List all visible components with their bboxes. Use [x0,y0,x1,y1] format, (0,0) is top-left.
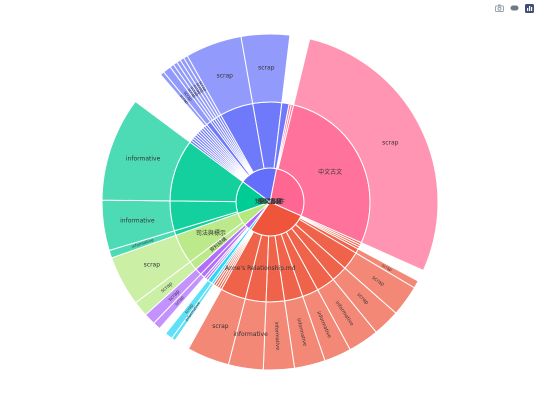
sector-label-5: 知識型文件 [255,198,285,206]
leaf-label-2-1-0: scrap [183,302,194,314]
segment-label-0-2: 中文古文 [318,168,342,176]
leaf-6-17-0[interactable] [240,33,291,105]
leaf-1-11-0[interactable] [187,288,246,366]
leaf-label-5-1-0: informative [120,217,155,224]
sector-label-0: 中文古文 [258,198,282,206]
segment-6-18[interactable] [273,102,290,170]
leaf-5-2-0[interactable] [101,100,191,202]
leaf-label-5-2-0: informative [126,156,161,163]
leaf-label-1-3-0: scrap [381,262,393,272]
segment-labels: 中文古文中文古文scrap英文書籍scrapscrapscrapinformat… [120,65,399,351]
sector-label-1: 英文書籍 [258,198,282,206]
leaf-label-6-11-0: scrap [187,87,198,99]
ring-level-2 [169,101,371,303]
modebar [494,3,534,13]
leaf-label-4-1-0: scrap [144,262,161,269]
segment-label-4-1: 司法與標示 [196,229,226,237]
leaf-label-0-2-0: scrap [382,139,399,146]
leaf-0-2-0[interactable] [293,38,439,272]
leaf-2-1-0[interactable] [164,279,213,340]
leaf-label-6-12-0: scrap [190,85,201,97]
segment-label-1-10: Anne's Relationship.md [225,265,296,272]
leaf-label-6-9-0: scrap [179,93,190,105]
leaf-label-6-10-0: scrap [183,90,194,102]
leaf-label-6-13-0: scrap [192,83,202,95]
plotly-logo-icon[interactable] [524,3,534,13]
camera-icon[interactable] [494,3,504,13]
ring-level-3 [101,33,439,371]
leaf-label-6-16-0: scrap [217,72,234,79]
leaf-label-1-9-0: informative [273,321,281,350]
leaf-label-3-2-0: scrap [174,294,185,306]
leaf-label-6-14-0: scrap [195,82,205,94]
leaf-label-1-11-0: scrap [212,323,229,330]
leaf-label-6-17-0: scrap [258,65,275,72]
sector-label-6: 中文書籍 [258,198,282,206]
leaf-label-1-10-0: informative [233,331,268,338]
leaf-label-6-15-0: scrap [198,80,208,92]
zoom-icon[interactable] [509,3,519,13]
